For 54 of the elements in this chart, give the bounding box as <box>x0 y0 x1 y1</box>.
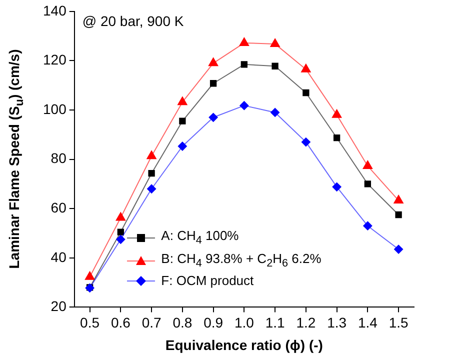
y-tick-label: 20 <box>50 298 67 314</box>
point <box>240 101 249 110</box>
legend-label: B: CH$_{4}$ 93.8% + C$_{2}$H$_{6}$ 6.2% <box>161 250 322 272</box>
point <box>394 194 404 204</box>
point <box>363 221 372 230</box>
x-tick-label: 0.7 <box>142 314 162 330</box>
point <box>302 89 310 96</box>
point <box>117 228 124 236</box>
y-tick-label: 60 <box>50 199 67 216</box>
legend-label: A: CH$_{4}$ 100% <box>161 227 239 249</box>
x-tick-label: 1.0 <box>234 314 254 330</box>
point <box>394 244 404 254</box>
point <box>270 108 280 117</box>
point <box>178 142 187 151</box>
x-tick-label: 1.5 <box>388 314 409 330</box>
point <box>364 180 372 188</box>
point <box>147 184 156 194</box>
y-tick-label: 100 <box>43 100 67 117</box>
annotation: @ 20 bar, 900 K <box>82 13 184 30</box>
x-tick-label: 0.9 <box>204 314 224 330</box>
point <box>210 80 217 87</box>
point <box>116 234 126 244</box>
point <box>362 160 373 169</box>
point <box>270 38 280 47</box>
point <box>84 271 95 280</box>
x-tick-label: 0.6 <box>110 314 131 330</box>
x-tick-label: 1.4 <box>358 314 378 330</box>
legend-label: F: OCM product <box>161 272 254 290</box>
point <box>148 170 155 177</box>
point <box>272 62 278 70</box>
point <box>240 61 248 68</box>
point <box>178 96 188 106</box>
y-tick-label: 140 <box>43 2 67 18</box>
point <box>208 112 218 122</box>
point <box>116 212 126 221</box>
x-tick-label: 1.3 <box>327 314 347 330</box>
y-tick-label: 80 <box>50 150 67 166</box>
y-tick-label: 120 <box>43 52 67 68</box>
point <box>301 64 311 72</box>
point <box>146 150 156 160</box>
point <box>332 109 342 118</box>
point <box>301 138 310 147</box>
y-tick-label: 40 <box>50 248 67 265</box>
point <box>333 134 340 142</box>
point <box>239 37 250 46</box>
x-tick-label: 1.2 <box>296 314 316 330</box>
point <box>179 118 186 124</box>
x-axis-title: Equivalence ratio (ϕ) (-) <box>165 337 323 354</box>
x-tick-label: 0.8 <box>172 314 192 330</box>
point <box>332 182 342 192</box>
x-tick-label: 1.1 <box>265 314 285 330</box>
point <box>395 211 402 218</box>
x-tick-label: 0.5 <box>80 314 100 330</box>
point <box>208 58 218 66</box>
